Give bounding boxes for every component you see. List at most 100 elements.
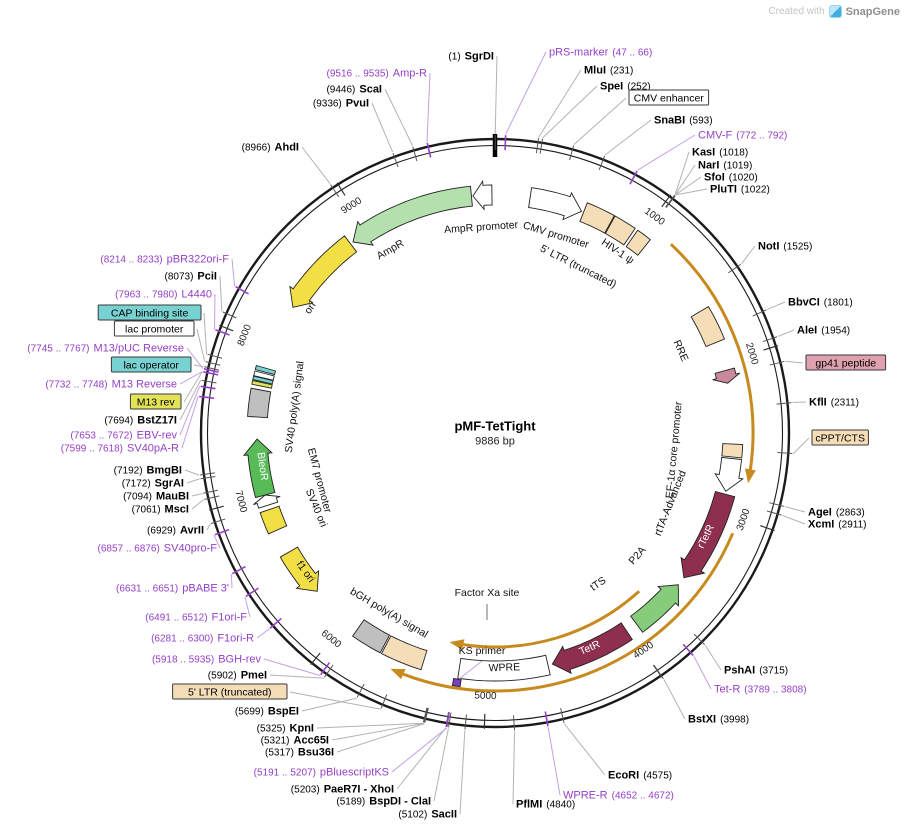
callout-msci[interactable]: (7061) MscI [132, 495, 220, 516]
callout-bstz17i[interactable]: (7694) BstZ17I [104, 379, 217, 427]
feature-em7-promoter[interactable] [253, 494, 281, 509]
transcript-arc-2[interactable] [402, 532, 735, 693]
callout-pbluescriptks[interactable]: (5191 .. 5207) pBluescriptKS [254, 712, 450, 779]
map-label-ampr[interactable]: AmpR [375, 237, 407, 262]
callout-tet-r[interactable]: Tet-R (3789 .. 3808) [682, 643, 807, 696]
map-label-ori[interactable]: ori [302, 300, 318, 316]
callout-scai[interactable]: (9446) ScaI [326, 84, 418, 162]
callout-snabi[interactable]: SnaBI (593) [598, 115, 713, 171]
callout-cmv-f[interactable]: CMV-F (772 .. 792) [629, 130, 787, 185]
callout-amp-r[interactable]: (9516 .. 9535) Amp-R [327, 68, 432, 158]
callout-gp41-peptide[interactable]: gp41 peptide [769, 354, 887, 371]
callout-bspei[interactable]: (5699) BspEI [235, 683, 365, 718]
callout-wpre-r[interactable]: WPRE-R (4652 .. 4672) [544, 711, 674, 802]
callout-bstxi[interactable]: BstXI (3998) [654, 666, 749, 726]
callout-cppt-cts[interactable]: cPPT/CTS [777, 429, 869, 455]
feature-cap-binding-site[interactable] [254, 364, 277, 376]
callout-cmv-enhancer[interactable]: CMV enhancer [569, 89, 710, 161]
feature-ltr-truncated-top[interactable] [579, 202, 616, 234]
callout-pshai[interactable]: PshAI (3715) [693, 633, 788, 677]
map-label-cmv-promoter[interactable]: CMV promoter [522, 219, 591, 251]
feature-ori[interactable] [289, 235, 358, 308]
feature-ampr[interactable] [352, 185, 473, 246]
callout-bgh-rev[interactable]: (5918 .. 5935) BGH-rev [152, 654, 331, 676]
callout-kasi[interactable]: KasI (1018) [665, 147, 749, 208]
callout-sgrai[interactable]: (7172) SgrAI [122, 475, 216, 490]
callout-pflmi[interactable]: PflMI (4840) [512, 715, 575, 811]
callout-f1ori-r[interactable]: (6281 .. 6300) F1ori-R [151, 617, 282, 645]
callout-pvui[interactable]: (9336) PvuI [313, 98, 399, 168]
feature-bgh-polya[interactable] [351, 619, 391, 654]
callout-m13-rev[interactable]: M13 rev [129, 371, 219, 410]
map-label-bleor[interactable]: BleoR [254, 451, 270, 481]
map-label-p2a[interactable]: P2A [626, 544, 648, 567]
feature-gp41-peptide[interactable] [712, 367, 741, 384]
feature-bleor[interactable] [242, 438, 276, 499]
feature-hiv1-psi-b[interactable] [625, 229, 651, 256]
callout-sv40pro-f[interactable]: (6857 .. 6876) SV40pro-F [98, 528, 230, 555]
callout-xcmi[interactable]: XcmI (2911) [766, 510, 866, 531]
callout-mlui[interactable]: MluI (231) [535, 65, 633, 154]
callout-pmei[interactable]: (5902) PmeI [208, 664, 334, 682]
free-label-factor-xa-site[interactable]: Factor Xa site [455, 587, 520, 620]
callout-lac-promoter[interactable]: lac promoter [113, 320, 221, 366]
map-label-sv40-poly-a-signal[interactable]: SV40 poly(A) signal [283, 360, 307, 453]
feature-lac-promoter[interactable] [253, 370, 275, 381]
callout-spei[interactable]: SpeI (252) [539, 81, 651, 154]
feature-cmv-promoter[interactable] [528, 187, 583, 221]
callout-kfli[interactable]: KflI (2311) [776, 397, 859, 409]
feature-ks-primer-bar[interactable] [451, 677, 462, 688]
feature-hiv1-psi-a[interactable] [604, 215, 636, 246]
feature-sv40-polya[interactable] [247, 387, 272, 419]
map-label-ampr-promoter[interactable]: AmpR promoter [444, 219, 519, 236]
callout-prs-marker[interactable]: pRS-marker (47 .. 66) [504, 47, 652, 151]
feature-rtetr-arrow[interactable] [680, 490, 736, 579]
feature-lac-operator[interactable] [252, 375, 274, 385]
callout-bsu36i[interactable]: (5317) Bsu36I [265, 707, 429, 759]
transcript-arc-3[interactable] [463, 590, 641, 649]
feature-tetr-arrow[interactable] [551, 622, 633, 675]
callout-kpni[interactable]: (5325) KpnI [257, 707, 428, 735]
transcript-arc-1[interactable] [669, 243, 755, 470]
feature-green-arrow[interactable] [630, 584, 679, 633]
map-label-wpre[interactable]: WPRE [488, 661, 520, 674]
callout-bmgbi[interactable]: (7192) BmgBI [114, 465, 215, 477]
callout-lac-operator[interactable]: lac operator [110, 356, 220, 373]
callout-m13-puc-reverse[interactable]: (7745 .. 7767) M13/pUC Reverse [27, 343, 219, 373]
callout-ahdi[interactable]: (8966) AhdI [242, 142, 340, 198]
map-label-rre[interactable]: RRE [671, 338, 691, 363]
callout-l4440[interactable]: (7963 .. 7980) L4440 [115, 289, 230, 336]
callout-ecori[interactable]: EcoRI (4575) [560, 708, 673, 782]
feature-ltr-truncated-bottom[interactable] [380, 635, 428, 671]
callout-sgrdi[interactable]: (1) SgrDI [448, 51, 498, 151]
callout-bspdi-clai[interactable]: (5189) BspDI - ClaI [336, 712, 452, 808]
callout-sv40pa-r[interactable]: (7599 .. 7618) SV40pA-R [61, 395, 215, 455]
callout-cap-binding-site[interactable]: CAP binding site [97, 304, 223, 359]
callout-m13-reverse[interactable]: (7732 .. 7748) M13 Reverse [45, 371, 219, 391]
feature-f1-ori[interactable] [279, 546, 320, 592]
callout-pbabe-3[interactable]: (6631 .. 6651) pBABE 3' [116, 565, 246, 595]
feature-ampr-promoter[interactable] [472, 179, 493, 211]
feature-m13-rev-site[interactable] [251, 379, 273, 389]
callout-pbr322ori-f[interactable]: (8214 .. 8233) pBR322ori-F [100, 254, 249, 295]
callout-alei[interactable]: AleI (1954) [762, 325, 850, 343]
free-label-ks-primer[interactable]: KS primer [459, 645, 506, 680]
watermark-brand[interactable]: SnapGene [845, 5, 900, 18]
feature-sv40-ori[interactable] [259, 505, 288, 535]
callout-f1ori-f[interactable]: (6491 .. 6512) F1ori-F [145, 587, 259, 624]
callout-agei[interactable]: AgeI (2863) [769, 502, 865, 519]
callout-acc65i[interactable]: (5321) Acc65I [261, 707, 429, 747]
callout-avrii[interactable]: (6929) AvrII [147, 518, 226, 537]
callout-5-ltr-truncated[interactable]: 5' LTR (truncated) [172, 683, 388, 710]
map-label-tts[interactable]: tTS [588, 575, 608, 594]
feature-cppt-cts[interactable] [721, 443, 744, 459]
callout-bbvci[interactable]: BbvCI (1801) [752, 297, 853, 317]
callout-pluti[interactable]: PluTI (1022) [665, 184, 770, 208]
callout-noti[interactable]: NotI (1525) [728, 241, 812, 274]
callout-maubi[interactable]: (7094) MauBI [123, 489, 218, 503]
feature-rre[interactable] [690, 305, 726, 348]
callout-ebv-rev[interactable]: (7653 .. 7672) EBV-rev [70, 385, 216, 442]
callout-pcii[interactable]: (8073) PciI [165, 271, 237, 319]
feature-ef1a-core-promoter[interactable] [714, 456, 744, 492]
callout-sacii[interactable]: (5102) SacII [398, 714, 467, 821]
